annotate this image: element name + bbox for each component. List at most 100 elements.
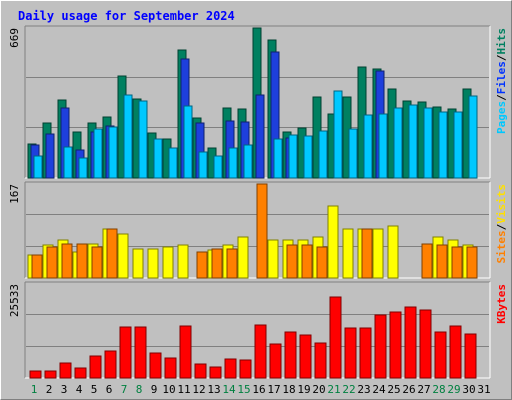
bar-middle-sites-day-5 [91,246,103,279]
x-tick-label-day-9: 9 [151,383,158,396]
bar-top-pages-day-13 [213,155,223,179]
bar-middle-sites-day-20 [316,246,328,279]
bar-middle-sites-day-19 [301,244,313,279]
bar-bottom-kbytes-day-19 [299,334,312,379]
x-tick-label-day-29: 29 [447,383,460,396]
bar-top-pages-day-9 [153,138,163,179]
x-tick-label-day-23: 23 [357,383,370,396]
x-tick-label-day-8: 8 [136,383,143,396]
bar-middle-visits-day-11 [177,244,189,279]
bar-middle-visits-day-9 [147,248,159,279]
bar-middle-visits-day-24 [372,228,384,279]
bar-middle-sites-day-16 [256,183,268,279]
bar-bottom-kbytes-day-27 [419,309,432,379]
bar-bottom-kbytes-day-26 [404,306,417,379]
x-tick-label-day-2: 2 [46,383,53,396]
chart-title: Daily usage for September 2024 [18,9,235,23]
bar-top-pages-day-30 [468,95,478,179]
bar-bottom-kbytes-day-21 [329,296,342,379]
bar-top-pages-day-1 [33,155,43,179]
bar-middle-visits-day-22 [342,228,354,279]
bar-middle-visits-day-7 [117,233,129,279]
panel-middle-ymax-label: 167 [8,184,21,204]
bar-top-pages-day-29 [453,111,463,179]
bar-middle-sites-day-14 [226,248,238,279]
x-tick-label-day-1: 1 [31,383,38,396]
bar-top-pages-day-25 [393,107,403,179]
bar-bottom-kbytes-day-24 [374,314,387,379]
bar-middle-sites-day-23 [361,228,373,279]
bar-top-pages-day-19 [303,135,313,179]
panel-top-ymax-label: 669 [8,28,21,48]
bar-top-pages-day-11 [183,105,193,179]
bar-middle-sites-day-2 [46,246,58,279]
bar-bottom-kbytes-day-13 [209,366,222,379]
legend-sites: Sites [495,230,508,263]
bar-bottom-kbytes-day-23 [359,327,372,379]
x-tick-label-day-10: 10 [162,383,175,396]
bar-bottom-kbytes-day-20 [314,342,327,379]
bar-bottom-kbytes-day-11 [179,325,192,379]
bar-middle-sites-day-6 [106,228,118,279]
bar-bottom-kbytes-day-29 [449,325,462,379]
legend-files: Files [495,61,508,94]
bar-top-pages-day-23 [363,114,373,179]
bar-top-files-day-2 [45,133,55,179]
bar-middle-visits-day-15 [237,236,249,279]
bar-top-pages-day-4 [78,157,88,179]
bar-middle-sites-day-27 [421,243,433,279]
bar-bottom-kbytes-day-8 [134,326,147,379]
bar-top-pages-day-28 [438,111,448,179]
bar-top-pages-day-27 [423,107,433,179]
x-tick-label-day-14: 14 [222,383,236,396]
bar-bottom-kbytes-day-28 [434,331,447,379]
bar-bottom-kbytes-day-6 [104,350,117,379]
bar-bottom-kbytes-day-18 [284,331,297,379]
x-tick-label-day-13: 13 [207,383,220,396]
x-tick-label-day-15: 15 [237,383,250,396]
x-tick-label-day-4: 4 [76,383,83,396]
bar-top-pages-day-22 [348,128,358,179]
bar-bottom-kbytes-day-15 [239,359,252,379]
bar-middle-sites-day-30 [466,246,478,279]
bar-middle-visits-day-21 [327,205,339,279]
x-tick-label-day-17: 17 [267,383,280,396]
x-tick-label-day-7: 7 [121,383,128,396]
bar-top-pages-day-18 [288,134,298,179]
bar-bottom-kbytes-day-1 [29,370,42,379]
bar-top-pages-day-20 [318,130,328,179]
bar-top-pages-day-17 [273,138,283,179]
bar-bottom-kbytes-day-9 [149,352,162,379]
bar-bottom-kbytes-day-7 [119,326,132,379]
panel-middle-legend: Sites/Visits [495,184,508,264]
legend-hits: Hits [495,28,508,55]
x-tick-label-day-5: 5 [91,383,98,396]
bar-bottom-kbytes-day-14 [224,358,237,379]
bar-middle-visits-day-8 [132,248,144,279]
x-tick-label-day-25: 25 [387,383,400,396]
bar-top-pages-day-5 [93,128,103,179]
x-tick-label-day-31: 31 [477,383,490,396]
bar-top-pages-day-26 [408,104,418,179]
bar-bottom-kbytes-day-17 [269,343,282,379]
panel-bottom-legend: KBytes [495,284,508,324]
bar-bottom-kbytes-day-2 [44,370,57,379]
bar-top-pages-day-15 [243,144,253,179]
bar-middle-visits-day-25 [387,225,399,279]
bar-top-pages-day-3 [63,146,73,179]
x-tick-label-day-18: 18 [282,383,295,396]
legend-pages: Pages [495,101,508,134]
x-tick-label-day-3: 3 [61,383,68,396]
bar-bottom-kbytes-day-22 [344,327,357,379]
bar-top-pages-day-7 [123,94,133,179]
x-tick-label-day-11: 11 [177,383,190,396]
bar-top-pages-day-6 [108,126,118,179]
bar-top-pages-day-14 [228,147,238,179]
bar-middle-sites-day-12 [196,251,208,279]
bar-top-pages-day-8 [138,100,148,179]
bar-middle-sites-day-29 [451,246,463,279]
bar-middle-sites-day-13 [211,248,223,279]
legend-separator: / [495,94,508,101]
legend-kbytes: KBytes [495,284,508,324]
